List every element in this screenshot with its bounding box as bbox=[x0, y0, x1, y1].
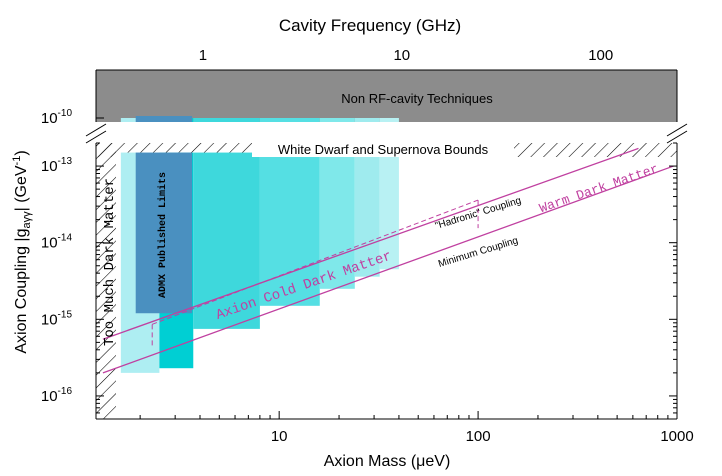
admx-band bbox=[135, 152, 193, 314]
y-tick-label: 10-13 bbox=[41, 156, 73, 175]
wdm-label: Warm Dark Matter bbox=[537, 161, 660, 216]
x-tick-label: 1000 bbox=[660, 428, 693, 445]
non-rf-region bbox=[96, 70, 677, 122]
y-tick-label-exp: -13 bbox=[58, 156, 73, 167]
y-axis-label-main: Axion Coupling |g bbox=[13, 229, 30, 354]
y-tick-label: 10-16 bbox=[41, 386, 73, 405]
white-dwarf-label: White Dwarf and Supernova Bounds bbox=[278, 142, 489, 157]
upper-band-2 bbox=[193, 118, 260, 122]
dfsz-line bbox=[102, 165, 674, 374]
x-axis-label: Axion Mass (μeV) bbox=[324, 453, 451, 470]
projected-band-4 bbox=[319, 152, 355, 289]
y-tick-label-base: 10 bbox=[41, 388, 58, 405]
y-tick-label-exp: -15 bbox=[58, 309, 73, 320]
top-axis-label: Cavity Frequency (GHz) bbox=[279, 16, 461, 35]
y-tick-label: 10-15 bbox=[41, 309, 73, 328]
y-axis-label-tail: | (GeV bbox=[13, 165, 30, 211]
x-tick-label: 10 bbox=[271, 428, 288, 445]
top-tick-label: 10 bbox=[393, 47, 410, 64]
non-rf-label: Non RF-cavity Techniques bbox=[341, 91, 493, 106]
top-tick-label: 1 bbox=[199, 47, 207, 64]
y-tick-label-exp: -10 bbox=[58, 108, 73, 119]
y-tick-label-base: 10 bbox=[41, 110, 58, 127]
upper-band-4 bbox=[319, 118, 355, 122]
white-dwarf-label-bg bbox=[252, 140, 514, 157]
y-tick-label-exp: -16 bbox=[58, 386, 73, 397]
ksvz-line bbox=[102, 147, 639, 340]
y-tick-label-base: 10 bbox=[41, 235, 58, 252]
axis-break-marks bbox=[85, 123, 688, 144]
too-much-dm-label: Too Much Dark Matter bbox=[102, 178, 118, 346]
admx-label: ADMX Published Limits bbox=[157, 172, 169, 298]
x-tick-label: 100 bbox=[466, 428, 491, 445]
y-tick-label-exp: -14 bbox=[58, 233, 73, 244]
too-much-dm-hatch bbox=[96, 143, 116, 419]
upper-panel bbox=[96, 70, 677, 122]
y-axis-label-sup: -1 bbox=[11, 156, 23, 166]
upper-band-5 bbox=[354, 118, 380, 122]
y-tick-label-base: 10 bbox=[41, 311, 58, 328]
y-axis-label: Axion Coupling |gaγγ| (GeV-1) bbox=[11, 150, 33, 353]
projected-band-2 bbox=[193, 152, 260, 329]
upper-band-3 bbox=[259, 118, 320, 122]
upper-band-6 bbox=[379, 118, 399, 122]
upper-admx-band bbox=[135, 116, 193, 122]
y-tick-label: 10-14 bbox=[41, 233, 73, 252]
x-axis-ticks: 10 100 1000 bbox=[139, 411, 694, 445]
y-axis-label-sub: aγγ bbox=[21, 211, 33, 229]
hadronic-line bbox=[152, 199, 479, 325]
projected-band-6 bbox=[379, 152, 399, 270]
top-tick-label: 100 bbox=[588, 47, 613, 64]
y-tick-label-base: 10 bbox=[41, 158, 58, 175]
y-tick-label: 10-10 bbox=[41, 108, 73, 127]
projected-band-5 bbox=[354, 152, 380, 277]
min-coupling-label: Minimum Coupling bbox=[437, 235, 519, 270]
y-axis-label-end: ) bbox=[13, 150, 30, 155]
